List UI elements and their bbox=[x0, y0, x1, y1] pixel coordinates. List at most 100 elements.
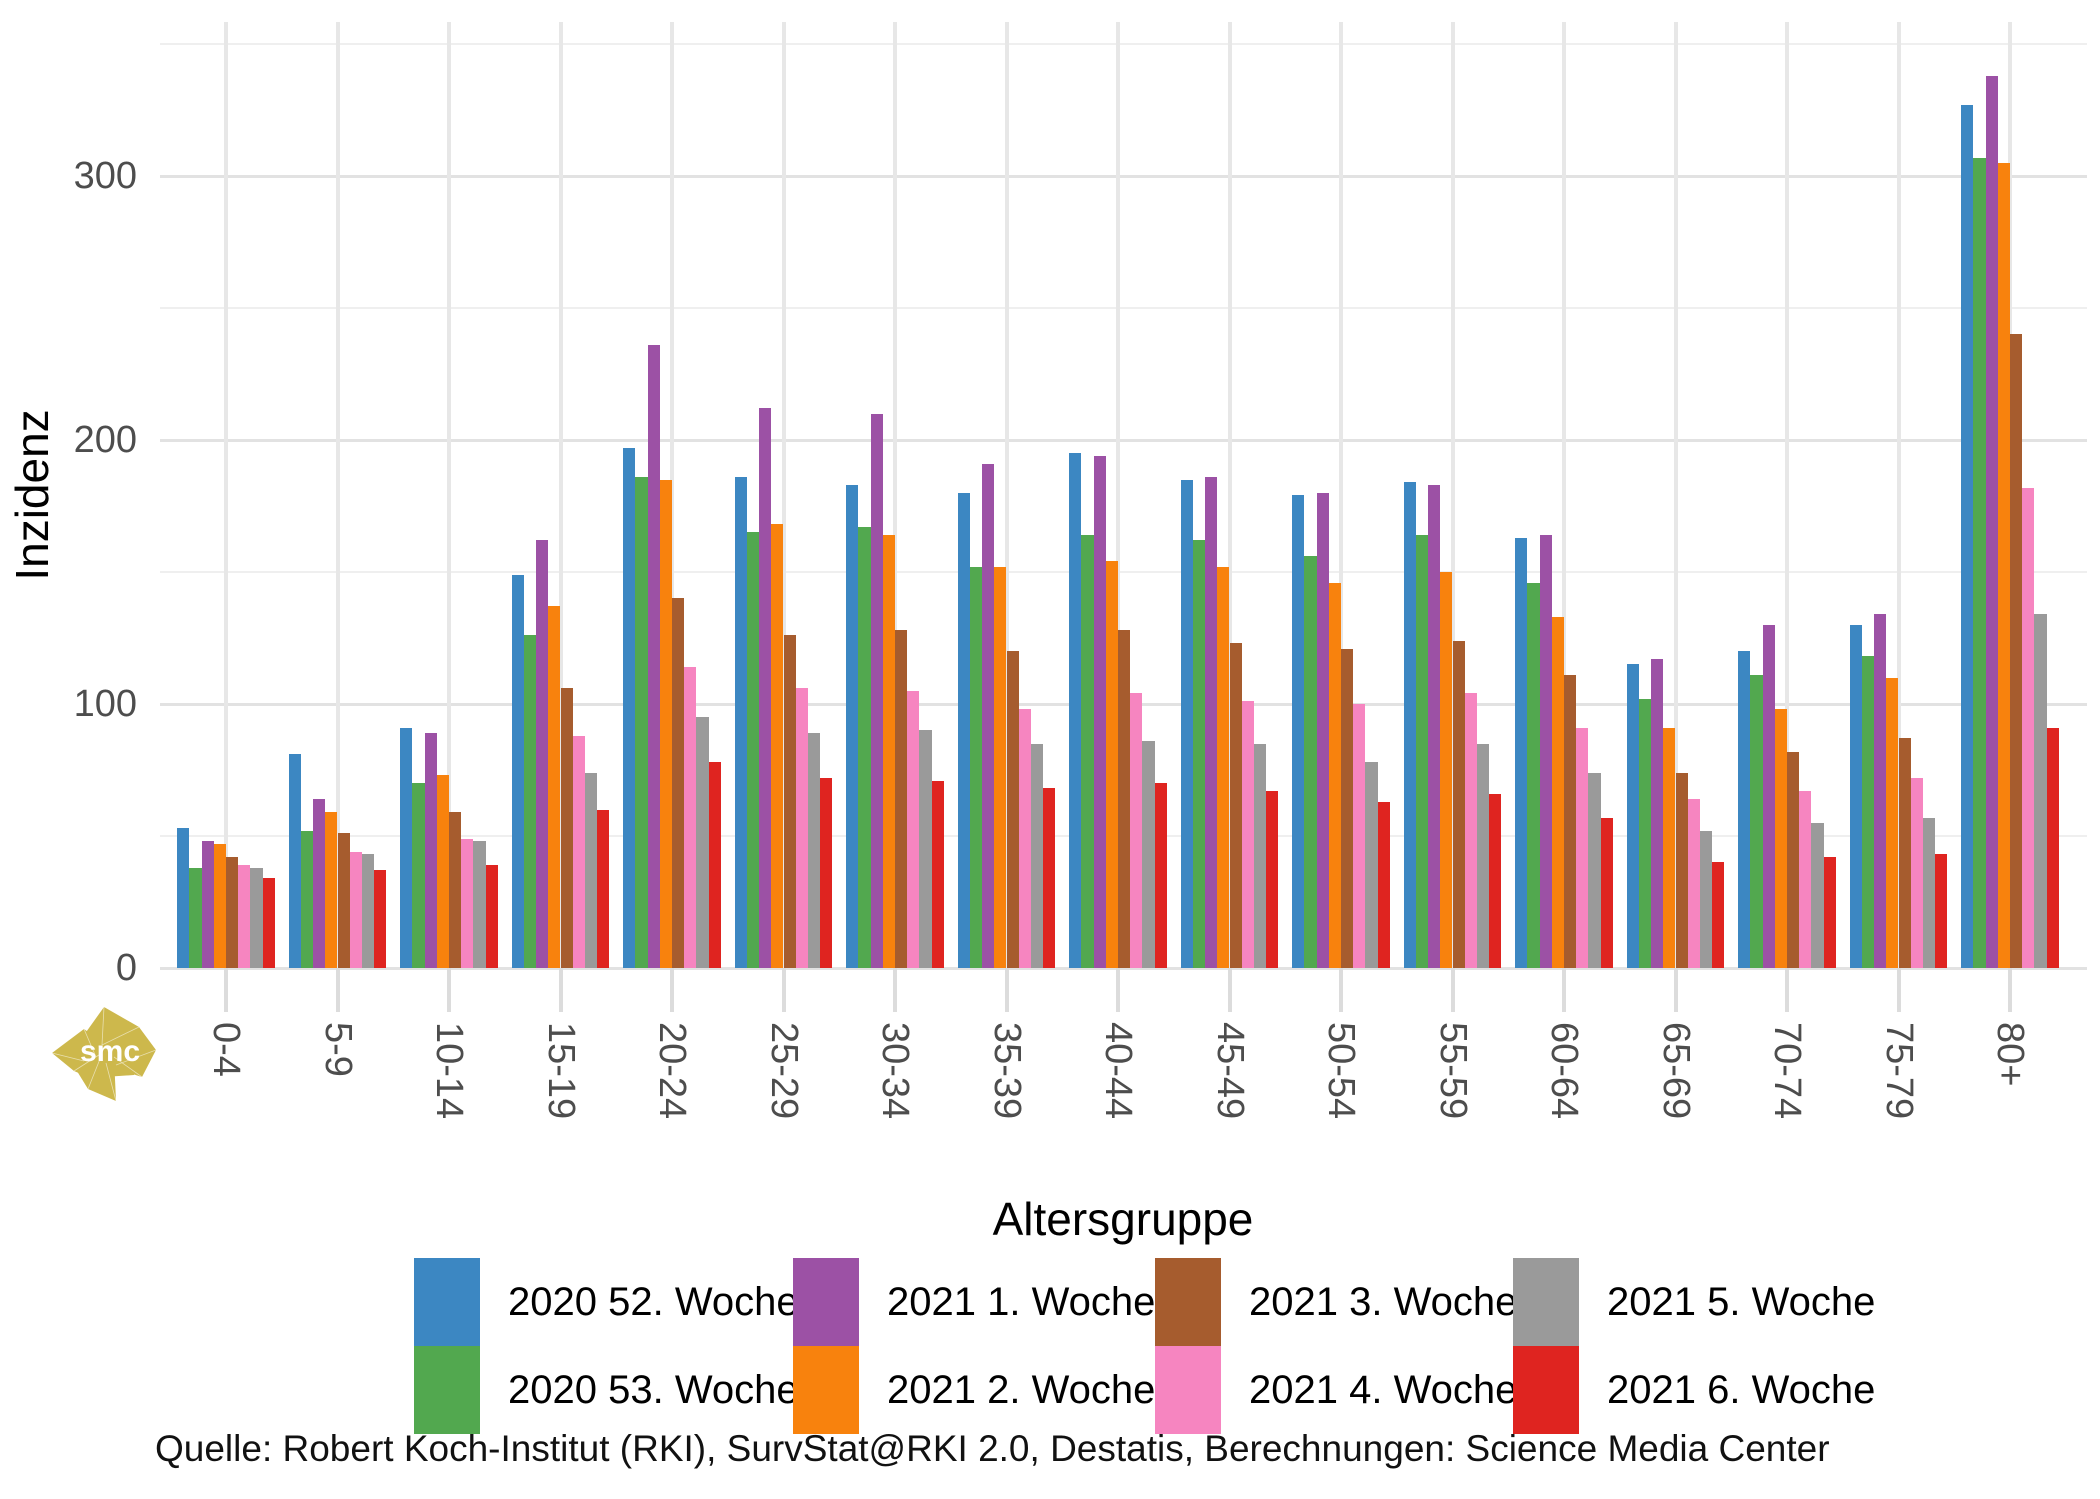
legend-key bbox=[1155, 1258, 1221, 1346]
bar bbox=[623, 447, 636, 968]
legend-key bbox=[793, 1346, 859, 1434]
bar bbox=[1180, 479, 1193, 968]
bar bbox=[1849, 624, 1862, 968]
bar bbox=[684, 667, 697, 968]
bar bbox=[511, 574, 524, 968]
bar bbox=[1638, 698, 1652, 968]
x-tick-label: 40-44 bbox=[1097, 1022, 1139, 1120]
bar bbox=[1292, 495, 1305, 968]
bar bbox=[1192, 540, 1206, 968]
bar bbox=[213, 843, 226, 968]
y-tick-label: 0 bbox=[115, 947, 137, 989]
bar bbox=[1551, 616, 1564, 968]
x-tick-label: 15-19 bbox=[539, 1022, 582, 1120]
x-axis-tick bbox=[1339, 968, 1343, 1012]
x-axis-tick bbox=[335, 968, 340, 1012]
bar bbox=[1699, 830, 1713, 968]
bar bbox=[250, 867, 263, 968]
bar bbox=[1130, 693, 1143, 968]
bar bbox=[1712, 862, 1725, 968]
bar bbox=[2046, 727, 2059, 968]
bar bbox=[1081, 535, 1094, 968]
bar bbox=[1440, 572, 1453, 968]
x-axis-title: Altersgruppe bbox=[992, 1193, 1254, 1245]
bar bbox=[1626, 664, 1639, 968]
gridline-vertical bbox=[1339, 22, 1343, 968]
gridline-major bbox=[160, 438, 2087, 442]
bar bbox=[349, 851, 362, 968]
bar bbox=[708, 762, 721, 968]
bar bbox=[1006, 651, 1019, 968]
bar bbox=[461, 838, 474, 968]
bar bbox=[177, 828, 190, 968]
bar bbox=[1527, 582, 1540, 968]
bar bbox=[957, 492, 970, 968]
bar bbox=[560, 688, 573, 968]
x-tick-label: 55-59 bbox=[1431, 1022, 1474, 1120]
x-axis-tick bbox=[1004, 968, 1009, 1012]
bar bbox=[523, 635, 537, 968]
x-tick-label: 0-4 bbox=[205, 1022, 247, 1077]
bar bbox=[969, 566, 983, 968]
bar bbox=[647, 344, 660, 968]
bar bbox=[201, 841, 214, 968]
bar bbox=[262, 878, 275, 968]
bar bbox=[584, 772, 598, 968]
bar bbox=[424, 733, 437, 968]
bar bbox=[1961, 104, 1974, 968]
bar bbox=[2034, 614, 2047, 968]
bar bbox=[931, 780, 944, 968]
bar bbox=[1750, 674, 1763, 968]
bar bbox=[1415, 535, 1429, 968]
x-tick-label: 10-14 bbox=[428, 1022, 470, 1120]
bar bbox=[1787, 751, 1800, 968]
legend-label: 2021 4. Woche bbox=[1249, 1368, 1518, 1412]
x-axis-tick bbox=[447, 968, 451, 1012]
x-axis-tick bbox=[1896, 968, 1901, 1012]
bar bbox=[982, 463, 995, 968]
bar bbox=[1365, 762, 1378, 968]
bar bbox=[1018, 709, 1031, 968]
bar bbox=[1328, 582, 1341, 968]
gridline-vertical bbox=[781, 22, 786, 968]
y-axis-title: Inzidenz bbox=[6, 409, 58, 581]
x-tick-label: 35-39 bbox=[985, 1022, 1028, 1120]
bar bbox=[820, 777, 833, 968]
bar bbox=[919, 730, 932, 968]
bar bbox=[1861, 656, 1875, 968]
bar bbox=[548, 606, 561, 968]
gridline-minor bbox=[160, 43, 2087, 45]
bar bbox=[1564, 674, 1577, 968]
bar bbox=[189, 867, 202, 968]
bar bbox=[734, 476, 747, 968]
x-tick-label: 5-9 bbox=[316, 1022, 359, 1077]
bar bbox=[1253, 743, 1267, 968]
gridline-vertical bbox=[1227, 22, 1232, 968]
x-tick-label: 75-79 bbox=[1877, 1022, 1920, 1120]
bar bbox=[361, 854, 375, 968]
gridline-vertical bbox=[1450, 22, 1455, 968]
bar bbox=[1464, 693, 1477, 968]
x-tick-label: 30-34 bbox=[874, 1022, 916, 1120]
gridline-vertical bbox=[447, 22, 451, 968]
bar bbox=[1118, 630, 1131, 968]
x-tick-label: 20-24 bbox=[651, 1022, 693, 1120]
gridline-vertical bbox=[670, 22, 674, 968]
gridline-vertical bbox=[1896, 22, 1901, 968]
bar bbox=[436, 775, 449, 968]
bar bbox=[1576, 727, 1589, 968]
x-axis-tick bbox=[670, 968, 674, 1012]
gridline-vertical bbox=[558, 22, 563, 968]
x-tick-label: 80+ bbox=[1989, 1022, 2031, 1087]
bar bbox=[300, 830, 314, 968]
bar bbox=[1489, 793, 1502, 968]
legend-label: 2021 6. Woche bbox=[1607, 1368, 1876, 1412]
bar bbox=[1935, 854, 1948, 968]
bar bbox=[1403, 482, 1416, 968]
bar bbox=[1069, 453, 1082, 968]
bar bbox=[1600, 817, 1613, 968]
legend-label: 2020 53. Woche bbox=[508, 1368, 799, 1412]
gridline-vertical bbox=[893, 22, 897, 968]
bar bbox=[994, 566, 1007, 968]
bar bbox=[696, 717, 709, 968]
